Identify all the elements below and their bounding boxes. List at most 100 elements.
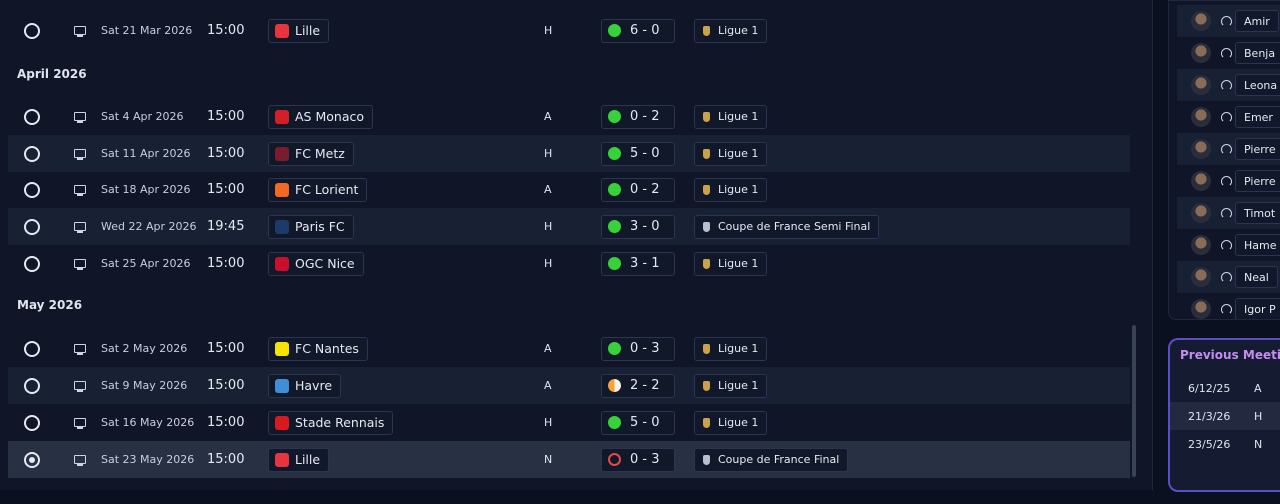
select-radio[interactable]	[24, 22, 40, 39]
player-name[interactable]: Igor P	[1235, 298, 1280, 319]
result-draw-icon	[608, 379, 621, 392]
competition-badge[interactable]: Ligue 1	[694, 336, 768, 361]
meeting-row[interactable]: 21/3/26 H	[1170, 402, 1280, 430]
competition-name: Ligue 1	[718, 183, 759, 196]
player-row[interactable]: Emer	[1177, 101, 1280, 133]
player-row[interactable]: Benja	[1177, 37, 1280, 69]
fixture-row[interactable]: Sat 2 May 2026 15:00 FC Nantes A 0 - 3 Ligue …	[8, 330, 1130, 367]
select-radio[interactable]	[24, 340, 40, 357]
competition-badge[interactable]: Ligue 1	[694, 141, 768, 166]
fixture-row[interactable]: Sat 18 Apr 2026 15:00 FC Lorient A 0 - 2 Ligu…	[8, 171, 1130, 208]
opponent-team[interactable]: AS Monaco	[268, 104, 373, 129]
match-time: 15:00	[207, 415, 245, 430]
team-crest-icon	[275, 182, 289, 197]
headset-icon	[1221, 175, 1232, 187]
select-radio[interactable]	[24, 145, 40, 162]
opponent-team[interactable]: FC Lorient	[268, 177, 368, 202]
team-crest-icon	[275, 378, 289, 393]
player-name[interactable]: Amir	[1235, 10, 1279, 32]
opponent-team[interactable]: Havre	[268, 373, 342, 398]
competition-badge[interactable]: Coupe de France Final	[694, 447, 849, 472]
match-time: 15:00	[207, 452, 245, 467]
opponent-team[interactable]: FC Metz	[268, 141, 354, 166]
player-row[interactable]: Pierre	[1177, 133, 1280, 165]
previous-meetings-title: Previous Meetings	[1180, 348, 1280, 362]
opponent-team[interactable]: Lille	[268, 18, 330, 43]
match-time: 15:00	[207, 109, 245, 124]
fixture-row[interactable]: Wed 22 Apr 2026 19:45 Paris FC H 3 - 0 Coupe …	[8, 208, 1130, 245]
fixtures-scrollbar[interactable]	[1132, 325, 1136, 477]
match-venue: H	[544, 416, 553, 429]
match-date: Sat 23 May 2026	[101, 453, 195, 466]
team-name: Lille	[295, 452, 321, 467]
select-radio[interactable]	[24, 451, 40, 468]
player-name[interactable]: Benja	[1235, 42, 1280, 64]
meeting-row[interactable]: 6/12/25 A	[1170, 374, 1280, 402]
player-name[interactable]: Timot	[1235, 202, 1280, 224]
match-score[interactable]: 0 - 3	[601, 336, 675, 361]
team-crest-icon	[275, 109, 289, 124]
select-radio[interactable]	[24, 218, 40, 235]
match-score[interactable]: 3 - 1	[601, 251, 675, 276]
select-radio[interactable]	[24, 181, 40, 198]
fixture-row[interactable]: Sat 23 May 2026 15:00 Lille N 0 - 3 Coupe de …	[8, 441, 1130, 478]
select-radio[interactable]	[24, 255, 40, 272]
player-row[interactable]: Amir	[1177, 5, 1280, 37]
player-name[interactable]: Pierre	[1235, 170, 1280, 192]
player-row[interactable]: Neal	[1177, 261, 1280, 293]
competition-badge[interactable]: Ligue 1	[694, 104, 768, 129]
competition-badge[interactable]: Coupe de France Semi Final	[694, 214, 880, 239]
match-time: 15:00	[207, 182, 245, 197]
player-name[interactable]: Neal	[1235, 266, 1278, 288]
fixture-row[interactable]: Sat 21 Mar 2026 15:00 Lille H 6 - 0 Ligue 1	[8, 12, 1130, 49]
opponent-team[interactable]: Stade Rennais	[268, 410, 394, 435]
opponent-team[interactable]: Paris FC	[268, 214, 354, 239]
trophy-icon	[703, 454, 710, 465]
fixture-row[interactable]: Sat 9 May 2026 15:00 Havre A 2 - 2 Ligue 1	[8, 367, 1130, 404]
result-loss-icon	[608, 453, 621, 466]
competition-badge[interactable]: Ligue 1	[694, 18, 768, 43]
fixture-row[interactable]: Sat 16 May 2026 15:00 Stade Rennais H 5 - 0 L…	[8, 404, 1130, 441]
player-row[interactable]: Pierre	[1177, 165, 1280, 197]
select-radio[interactable]	[24, 108, 40, 125]
match-score[interactable]: 5 - 0	[601, 141, 675, 166]
player-row[interactable]: Hame	[1177, 229, 1280, 261]
player-row[interactable]: Leona	[1177, 69, 1280, 101]
player-name[interactable]: Pierre	[1235, 138, 1280, 160]
opponent-team[interactable]: Lille	[268, 447, 330, 472]
competition-badge[interactable]: Ligue 1	[694, 410, 768, 435]
match-score[interactable]: 0 - 2	[601, 177, 675, 202]
competition-badge[interactable]: Ligue 1	[694, 177, 768, 202]
competition-name: Coupe de France Semi Final	[718, 220, 871, 233]
opponent-team[interactable]: OGC Nice	[268, 251, 364, 276]
player-name[interactable]: Emer	[1235, 106, 1280, 128]
competition-badge[interactable]: Ligue 1	[694, 373, 768, 398]
team-name: Stade Rennais	[295, 415, 385, 430]
match-time: 19:45	[207, 219, 245, 234]
match-score[interactable]: 0 - 2	[601, 104, 675, 129]
score-text: 5 - 0	[630, 146, 660, 161]
match-score[interactable]: 6 - 0	[601, 18, 675, 43]
meeting-row[interactable]: 23/5/26 N	[1170, 430, 1280, 458]
competition-badge[interactable]: Ligue 1	[694, 251, 768, 276]
player-avatar	[1191, 139, 1211, 159]
fixture-row[interactable]: Sat 11 Apr 2026 15:00 FC Metz H 5 - 0 Ligue 1	[8, 135, 1130, 172]
score-text: 5 - 0	[630, 415, 660, 430]
match-score[interactable]: 5 - 0	[601, 410, 675, 435]
fixture-row[interactable]: Sat 25 Apr 2026 15:00 OGC Nice H 3 - 1 Ligue …	[8, 245, 1130, 282]
fixture-row[interactable]: Sat 4 Apr 2026 15:00 AS Monaco A 0 - 2 Ligue …	[8, 98, 1130, 135]
match-date: Sat 18 Apr 2026	[101, 183, 191, 196]
match-score[interactable]: 2 - 2	[601, 373, 675, 398]
tv-icon	[74, 344, 86, 355]
match-score[interactable]: 3 - 0	[601, 214, 675, 239]
player-name[interactable]: Hame	[1235, 234, 1280, 256]
match-venue: H	[544, 257, 553, 270]
player-name[interactable]: Leona	[1235, 74, 1280, 96]
team-crest-icon	[275, 256, 289, 271]
select-radio[interactable]	[24, 414, 40, 431]
opponent-team[interactable]: FC Nantes	[268, 336, 368, 361]
player-row[interactable]: Igor P	[1177, 293, 1280, 319]
match-score[interactable]: 0 - 3	[601, 447, 675, 472]
select-radio[interactable]	[24, 377, 40, 394]
player-row[interactable]: Timot	[1177, 197, 1280, 229]
